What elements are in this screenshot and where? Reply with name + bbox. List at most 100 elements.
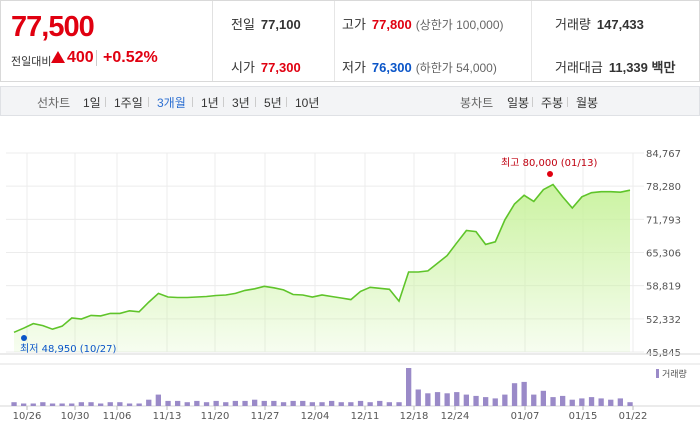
volume-bar [521,381,527,406]
volume-bar [319,402,325,406]
high-annotation: 최고 80,000 (01/13) [501,157,597,169]
period-3m[interactable]: 3개월 [157,96,186,110]
volume-bar [531,394,537,406]
up-triangle-icon [51,51,65,63]
volume-bar [252,399,258,406]
volume-bar [502,394,508,406]
volume-bar [511,383,518,406]
volume-bar [203,402,210,406]
chart-toolbar: 선차트 1일 1주일 3개월 1년 3년 5년 10년 봉차트 일봉 주봉 월봉 [0,86,700,116]
volume-bar [598,398,604,406]
change-amount: 400 [67,49,94,66]
volume-bar [88,402,94,406]
prev-close-value: 77,100 [260,17,301,32]
quote-header: 77,500 전일대비 400 +0.52% 전일 77,100 시가 77,300… [0,0,700,82]
volume-bar [483,397,489,406]
volume-bar [21,403,27,406]
change-value: 400 [51,49,94,67]
x-tick-label: 01/07 [511,411,540,422]
candle-monthly[interactable]: 월봉 [576,96,599,110]
prev-close-stat: 전일 77,100 [231,14,301,33]
volume-bar [396,402,402,406]
volume-bar [165,400,171,406]
x-tick-label: 10/30 [61,411,90,422]
low-label: 저가 [342,60,366,75]
volume-bar [213,400,219,406]
price-chart: 84,767 78,280 71,793 65,306 58,819 52,332 45,8… [0,118,700,440]
period-10y[interactable]: 10년 [295,96,320,110]
volume-bar [49,403,56,406]
open-stat: 시가 77,300 [231,57,301,76]
price-area [14,184,630,352]
upper-limit: (상한가 100,000) [415,18,504,32]
change-label: 전일대비 [11,56,52,68]
volume-bar [569,399,575,406]
period-1d[interactable]: 1일 [83,96,101,110]
trade-value-stat: 거래대금 11,339 백만 [555,57,675,76]
change-percent: +0.52% [103,49,158,66]
low-value: 76,300 [371,60,412,75]
volume-bar [69,403,75,406]
y-tick-label: 71,793 [646,215,681,226]
volume-bar [444,393,450,406]
volume-bar [386,402,392,406]
volume-bar [184,402,190,406]
volume-bar [627,402,633,406]
volume-bar [329,400,335,406]
volume-bar [425,393,431,406]
x-tick-label: 11/13 [153,411,182,422]
low-annotation: 최저 48,950 (10/27) [20,343,116,355]
volume-bar [78,402,84,406]
period-3y[interactable]: 3년 [232,96,250,110]
x-tick-label: 12/24 [441,411,470,422]
volume-bar [223,402,229,406]
period-1y[interactable]: 1년 [201,96,219,110]
price-box: 77,500 전일대비 400 +0.52% [1,1,213,81]
volume-bar [473,395,479,406]
volume-stat: 거래량 147,433 [555,14,644,33]
period-1w[interactable]: 1주일 [114,96,143,110]
high-label: 고가 [342,17,366,32]
current-price: 77,500 [11,11,95,43]
volume-bar [579,398,585,406]
prev-close-label: 전일 [231,17,255,32]
open-value: 77,300 [260,60,301,75]
volume-bar [463,394,469,406]
y-tick-label: 58,819 [646,282,681,293]
volume-bar [107,402,113,406]
volume-bar [40,402,46,406]
divider [334,1,335,81]
candle-daily[interactable]: 일봉 [507,96,530,110]
volume-bar [348,402,354,406]
volume-bar [338,402,344,406]
volume-bar [550,397,556,406]
volume-bar [117,402,123,406]
volume-label: 거래량 [555,17,591,32]
price-line [13,183,631,334]
low-stat: 저가 76,300 (하한가 54,000) [342,57,497,76]
volume-bar [11,402,17,406]
volume-bar [309,402,315,406]
volume-bar [540,390,546,406]
candle-weekly[interactable]: 주봉 [541,96,564,110]
volume-bar [588,397,595,406]
volume-bar [98,403,104,406]
x-tick-label: 11/27 [251,411,280,422]
volume-bar [367,402,373,406]
volume-bar [406,368,412,406]
divider [286,97,287,107]
period-5y[interactable]: 5년 [264,96,282,110]
volume-bar [608,399,614,406]
volume-bar [377,400,383,406]
volume-bar [175,400,181,406]
x-tick-label: 11/20 [201,411,230,422]
volume-bar [271,400,277,406]
volume-legend-swatch [656,369,659,378]
x-tick-label: 11/06 [103,411,132,422]
volume-bar [30,403,36,406]
volume-bar [194,400,200,406]
divider [148,97,149,107]
divider [567,97,568,107]
high-stat: 고가 77,800 (상한가 100,000) [342,14,504,33]
x-tick-label: 12/04 [301,411,330,422]
